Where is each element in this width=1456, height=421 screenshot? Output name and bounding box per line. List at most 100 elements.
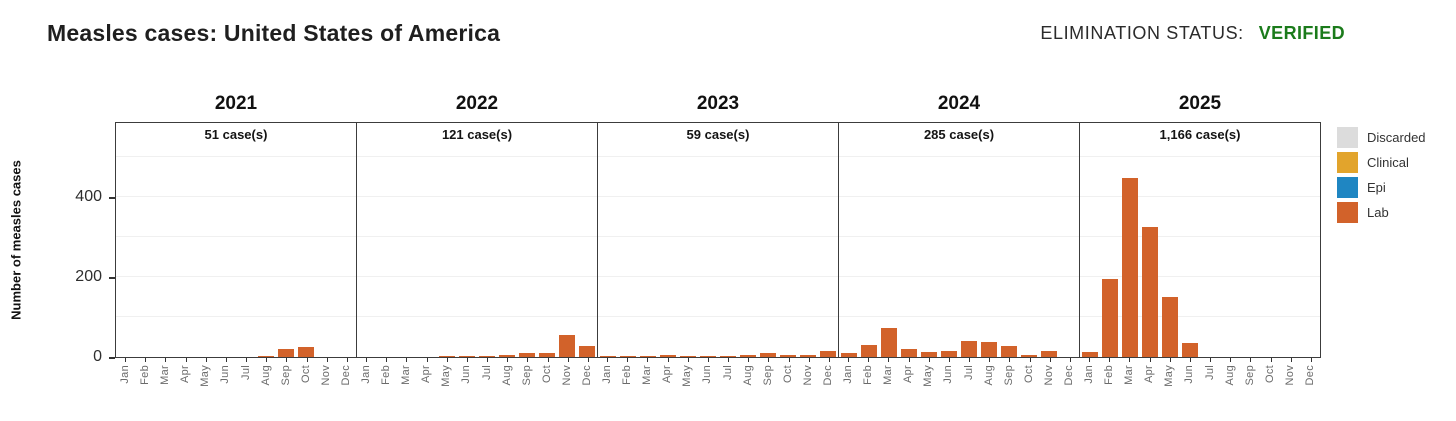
bar-2022-May (439, 356, 455, 357)
bar-slot-2024-Apr (899, 349, 919, 357)
month-tick-2022-Apr (426, 358, 428, 362)
month-label-2022-Jan: Jan (359, 365, 372, 384)
month-tick-2021-Mar (165, 358, 167, 362)
month-tick-2024-Mar (888, 358, 890, 362)
gridline-400 (598, 196, 838, 197)
month-label-2022-Apr: Apr (420, 365, 433, 384)
month-slot-2023-Nov: Nov (799, 358, 819, 414)
month-slot-2021-Jul: Jul (236, 358, 256, 414)
month-label-2025-May: May (1163, 365, 1176, 387)
legend-label-epi: Epi (1367, 180, 1386, 195)
bar-slot-2023-Aug (738, 355, 758, 357)
month-tick-2025-Dec (1310, 358, 1312, 362)
month-slot-2024-Dec: Dec (1060, 358, 1080, 414)
bar-slot-2024-Jan (839, 352, 859, 357)
month-slot-2022-Nov: Nov (558, 358, 578, 414)
month-slot-2021-May: May (196, 358, 216, 414)
month-slot-2023-Feb: Feb (617, 358, 637, 414)
month-tick-2025-Jan (1089, 358, 1091, 362)
month-tick-2024-Aug (989, 358, 991, 362)
gridline-200 (1080, 276, 1320, 277)
case-count-2022: 121 case(s) (441, 127, 513, 142)
month-label-2025-Oct: Oct (1264, 365, 1277, 384)
month-axis-2022: Jan Feb Mar Apr May Jun Jul Aug Sep Oct Nov Dec (356, 358, 598, 414)
month-tick-2022-Oct (547, 358, 549, 362)
month-label-2021-Oct: Oct (300, 365, 313, 384)
bar-2022-Sep (519, 352, 535, 357)
month-slot-2023-Mar: Mar (637, 358, 657, 414)
month-label-2021-Jan: Jan (118, 365, 131, 384)
bar-2023-Jul (720, 355, 736, 357)
month-label-2022-Sep: Sep (520, 365, 533, 386)
month-slot-2023-Apr: Apr (658, 358, 678, 414)
year-label-2023: 2023 (696, 93, 740, 114)
legend-item-discarded: Discarded (1337, 127, 1426, 148)
month-label-2023-Nov: Nov (802, 365, 815, 386)
month-slot-2022-Dec: Dec (578, 358, 598, 414)
bar-2023-Nov (800, 355, 816, 357)
month-slot-2021-Jan: Jan (115, 358, 135, 414)
month-label-2022-Jun: Jun (460, 365, 473, 384)
bar-slot-2023-Dec (818, 350, 838, 357)
bar-slot-2021-Aug (256, 355, 276, 357)
bar-2024-May (921, 352, 937, 357)
bar-2022-Aug (499, 355, 515, 357)
y-axis-ticks: 0 200 400 (55, 122, 115, 365)
month-tick-2023-Jun (707, 358, 709, 362)
legend-label-lab: Lab (1367, 205, 1389, 220)
month-slot-2021-Feb: Feb (135, 358, 155, 414)
bar-slot-2024-Jul (959, 341, 979, 357)
month-tick-2024-Apr (908, 358, 910, 362)
elimination-status-label: ELIMINATION STATUS: (1040, 23, 1244, 43)
month-label-2022-Dec: Dec (581, 365, 594, 386)
month-label-2023-Jul: Jul (721, 365, 734, 380)
month-label-2024-Jul: Jul (962, 365, 975, 380)
month-tick-2025-Jul (1210, 358, 1212, 362)
y-tick-label-400: 400 (75, 188, 102, 205)
month-slot-2021-Aug: Aug (256, 358, 276, 414)
gridline-300 (598, 236, 838, 237)
bar-2022-Jul (479, 355, 495, 357)
month-slot-2024-Oct: Oct (1020, 358, 1040, 414)
bar-slot-2023-Oct (778, 355, 798, 357)
gridline-100 (598, 316, 838, 317)
bar-slot-2023-Jul (718, 355, 738, 357)
month-tick-2021-Aug (266, 358, 268, 362)
month-slot-2021-Sep: Sep (276, 358, 296, 414)
month-tick-2022-May (446, 358, 448, 362)
month-slot-2025-Oct: Oct (1261, 358, 1281, 414)
month-slot-2021-Jun: Jun (216, 358, 236, 414)
month-tick-2023-Jul (728, 358, 730, 362)
month-label-2023-Sep: Sep (761, 365, 774, 386)
bar-2023-Dec (820, 350, 836, 357)
bar-slot-2022-Dec (577, 345, 597, 357)
case-count-2025: 1,166 case(s) (1159, 127, 1241, 142)
month-slot-2024-Jul: Jul (959, 358, 979, 414)
bar-2023-Sep (760, 353, 776, 357)
month-tick-2023-May (687, 358, 689, 362)
page-title: Measles cases: United States of America (47, 20, 501, 46)
month-tick-2022-Nov (567, 358, 569, 362)
bar-slot-2023-Sep (758, 353, 778, 357)
month-tick-2023-Feb (627, 358, 629, 362)
month-label-2025-Nov: Nov (1284, 365, 1297, 386)
bar-slot-2022-Nov (557, 335, 577, 357)
y-tick-mark-200 (109, 277, 115, 279)
month-tick-2024-May (928, 358, 930, 362)
month-tick-2021-Oct (306, 358, 308, 362)
elimination-status-value: VERIFIED (1258, 23, 1345, 43)
bar-slot-2023-Feb (618, 356, 638, 357)
gridline-100 (116, 316, 356, 317)
bar-slot-2022-Jun (457, 355, 477, 357)
month-tick-2021-May (205, 358, 207, 362)
gridline-500 (598, 156, 838, 157)
bar-2023-Mar (640, 355, 656, 357)
month-slot-2024-Mar: Mar (878, 358, 898, 414)
legend-item-epi: Epi (1337, 177, 1426, 198)
bar-2024-Aug (981, 342, 997, 357)
bar-slot-2024-May (919, 352, 939, 357)
bar-2023-Jun (700, 356, 716, 357)
month-tick-2024-Oct (1029, 358, 1031, 362)
month-slot-2024-Nov: Nov (1040, 358, 1060, 414)
month-label-2023-Mar: Mar (640, 365, 653, 385)
